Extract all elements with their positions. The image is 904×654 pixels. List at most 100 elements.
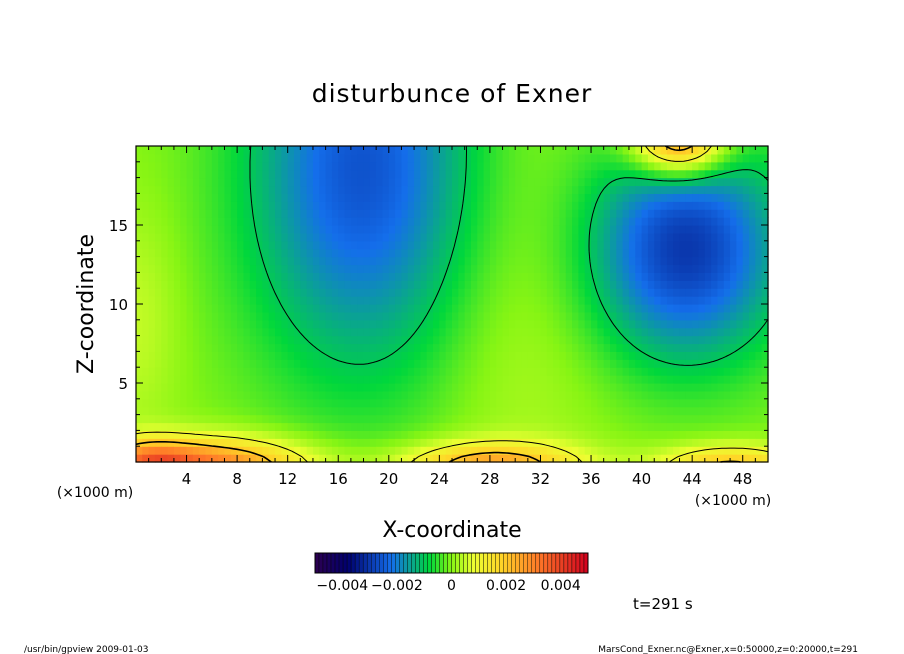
heatmap-cell <box>294 422 301 431</box>
heatmap-cell <box>755 367 763 376</box>
heatmap-cell <box>508 319 516 329</box>
heatmap-cell <box>294 209 301 218</box>
heatmap-cell <box>628 288 636 297</box>
heatmap-cell <box>275 438 282 447</box>
heatmap-cell <box>287 454 295 463</box>
heatmap-cell <box>628 256 636 266</box>
heatmap-cell <box>401 304 409 313</box>
heatmap-cell <box>426 232 434 242</box>
heatmap-cell <box>603 225 611 234</box>
heatmap-cell <box>749 438 756 447</box>
heatmap-cell <box>395 193 403 202</box>
heatmap-cell <box>211 272 219 281</box>
heatmap-cell <box>502 209 510 218</box>
heatmap-cell <box>344 169 352 179</box>
heatmap-cell <box>268 367 276 376</box>
heatmap-cell <box>350 367 358 376</box>
heatmap-cell <box>464 248 472 258</box>
heatmap-cell <box>445 406 453 416</box>
heatmap-cell <box>647 319 655 329</box>
heatmap-cell <box>439 288 447 297</box>
heatmap-cell <box>199 280 207 289</box>
heatmap-cell <box>527 264 535 273</box>
heatmap-cell <box>578 406 586 416</box>
heatmap-cell <box>692 193 700 202</box>
heatmap-cell <box>230 414 238 424</box>
heatmap-cell <box>262 225 270 234</box>
heatmap-cell <box>319 390 327 400</box>
heatmap-cell <box>483 351 491 360</box>
heatmap-cell <box>249 153 257 163</box>
heatmap-cell <box>508 185 516 194</box>
heatmap-cell <box>559 193 567 202</box>
heatmap-cell <box>698 185 706 194</box>
heatmap-cell <box>572 390 579 400</box>
heatmap-cell <box>136 414 143 424</box>
heatmap-cell <box>268 383 276 392</box>
heatmap-cell <box>723 446 731 455</box>
heatmap-cell <box>407 185 415 194</box>
heatmap-cell <box>597 185 605 194</box>
heatmap-cell <box>319 280 327 289</box>
heatmap-cell <box>331 153 339 163</box>
heatmap-cell <box>420 146 428 155</box>
heatmap-cell <box>692 446 700 455</box>
heatmap-cell <box>489 390 497 400</box>
heatmap-cell <box>641 256 649 266</box>
heatmap-cell <box>647 430 655 439</box>
heatmap-cell <box>666 280 674 289</box>
heatmap-cell <box>192 414 200 424</box>
heatmap-cell <box>584 335 592 345</box>
heatmap-cell <box>616 430 624 439</box>
heatmap-cell <box>685 296 693 305</box>
heatmap-cell <box>325 414 333 424</box>
heatmap-cell <box>591 438 598 447</box>
heatmap-cell <box>136 217 143 226</box>
heatmap-cell <box>224 240 232 250</box>
heatmap-cell <box>452 288 459 297</box>
heatmap-cell <box>559 343 567 352</box>
heatmap-cell <box>205 446 213 455</box>
heatmap-cell <box>294 438 301 447</box>
colorbar-tick-label: −0.004 <box>316 578 368 594</box>
heatmap-cell <box>521 161 529 171</box>
heatmap-cell <box>420 161 428 171</box>
heatmap-cell <box>395 240 403 250</box>
heatmap-cell <box>483 280 491 289</box>
heatmap-cell <box>154 193 162 202</box>
heatmap-cell <box>148 146 156 155</box>
heatmap-cell <box>755 201 763 210</box>
heatmap-cell <box>559 217 567 226</box>
heatmap-cell <box>692 264 700 273</box>
heatmap-cell <box>205 288 213 297</box>
heatmap-cell <box>616 422 624 431</box>
heatmap-cell <box>666 319 674 329</box>
heatmap-cell <box>142 256 150 266</box>
heatmap-cell <box>357 153 365 163</box>
y-tick-label: 10 <box>109 296 128 314</box>
heatmap-cell <box>597 169 605 179</box>
heatmap-cell <box>243 304 251 313</box>
heatmap-cell <box>331 414 339 424</box>
heatmap-cell <box>546 304 554 313</box>
heatmap-cell <box>692 248 700 258</box>
colorbar-swatch <box>495 552 500 574</box>
heatmap-cell <box>483 225 491 234</box>
heatmap-cell <box>559 319 567 329</box>
heatmap-cell <box>458 272 466 281</box>
x-tick-label: 32 <box>531 470 550 488</box>
heatmap-cell <box>401 225 409 234</box>
heatmap-cell <box>344 454 352 463</box>
heatmap-cell <box>679 406 687 416</box>
heatmap-cell <box>275 264 282 273</box>
heatmap-cell <box>496 280 504 289</box>
heatmap-cell <box>464 209 472 218</box>
heatmap-cell <box>407 193 415 202</box>
heatmap-cell <box>527 406 535 416</box>
heatmap-cell <box>610 232 617 242</box>
heatmap-cell <box>262 280 270 289</box>
heatmap-cell <box>426 240 434 250</box>
heatmap-cell <box>610 177 617 187</box>
heatmap-cell <box>477 296 485 305</box>
heatmap-cell <box>521 343 529 352</box>
